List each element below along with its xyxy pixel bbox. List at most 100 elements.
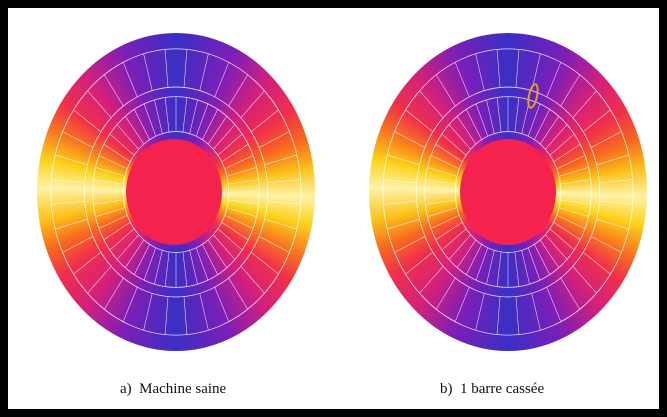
- mesh-line: [436, 222, 462, 239]
- mesh-line: [99, 215, 127, 228]
- mesh-line: [449, 125, 471, 150]
- mesh-line: [165, 297, 168, 335]
- mesh-line: [497, 252, 501, 287]
- mesh-overlay: [8, 8, 659, 409]
- mesh-line: [597, 155, 629, 165]
- mesh-line: [573, 91, 597, 118]
- caption: b) 1 barre cassée: [440, 381, 544, 398]
- mesh-line: [55, 155, 87, 165]
- mesh-line: [486, 250, 494, 284]
- mesh-line: [144, 293, 153, 330]
- mesh-line: [547, 287, 561, 322]
- mesh-line: [545, 125, 567, 150]
- mesh-line: [420, 91, 444, 118]
- mesh-line: [557, 215, 585, 228]
- mesh-line: [267, 201, 300, 204]
- mesh-line: [436, 278, 455, 309]
- mesh-line: [225, 215, 253, 228]
- mesh-line: [196, 248, 208, 280]
- mesh-line: [383, 201, 416, 204]
- mesh-line: [497, 97, 501, 132]
- mesh-line: [455, 62, 469, 97]
- mesh-line: [383, 180, 416, 183]
- mesh-line: [222, 222, 248, 239]
- mesh-line: [95, 208, 125, 217]
- mesh-line: [425, 200, 455, 205]
- mesh-line: [522, 250, 530, 284]
- mesh-line: [532, 293, 541, 330]
- mesh-line: [200, 54, 209, 91]
- mesh-line: [190, 100, 198, 134]
- mesh-line: [190, 250, 198, 284]
- mesh-line: [227, 208, 257, 217]
- mesh-line: [559, 167, 589, 176]
- mesh-line: [251, 252, 278, 274]
- mesh-line: [229, 278, 248, 309]
- mesh-line: [387, 219, 419, 229]
- mesh-line: [534, 109, 549, 139]
- mesh-line: [497, 49, 500, 87]
- mesh-line: [455, 287, 469, 322]
- mesh-line: [528, 104, 540, 136]
- mesh-line: [540, 116, 559, 144]
- mesh-ring: [123, 132, 229, 253]
- mesh-line: [110, 134, 134, 155]
- mesh-line: [51, 180, 84, 183]
- mesh-line: [117, 125, 139, 150]
- mesh-line: [442, 229, 466, 250]
- mesh-line: [466, 109, 481, 139]
- mesh-line: [63, 132, 93, 148]
- mesh-line: [88, 91, 112, 118]
- mesh-line: [134, 244, 149, 274]
- mesh-line: [515, 97, 519, 132]
- mesh-line: [218, 134, 242, 155]
- mesh-line: [591, 132, 621, 148]
- mesh-line: [218, 229, 242, 250]
- mesh-line: [215, 287, 229, 322]
- mesh-line: [265, 219, 297, 229]
- mesh-line: [554, 144, 580, 161]
- mesh-line: [154, 250, 162, 284]
- mesh-line: [395, 236, 425, 252]
- mesh-line: [95, 167, 125, 176]
- mesh-line: [184, 49, 187, 87]
- mesh-line: [427, 167, 457, 176]
- mesh-line: [104, 278, 123, 309]
- mesh-line: [557, 155, 585, 168]
- mesh-line: [528, 248, 540, 280]
- mesh-line: [63, 236, 93, 252]
- mesh-line: [259, 132, 289, 148]
- caption: a) Machine saine: [120, 381, 226, 398]
- mesh-line: [476, 54, 485, 91]
- mesh-line: [545, 235, 567, 260]
- mesh-line: [241, 266, 265, 293]
- mesh-line: [559, 208, 589, 217]
- mesh-line: [213, 235, 235, 260]
- mesh-line: [597, 219, 629, 229]
- mesh-line: [560, 180, 590, 185]
- mesh-line: [208, 116, 227, 144]
- mesh-line: [228, 200, 258, 205]
- mesh-line: [154, 100, 162, 134]
- mesh-line: [123, 62, 137, 97]
- mesh-line: [213, 125, 235, 150]
- broken-bar: [527, 83, 540, 108]
- mesh-line: [406, 110, 433, 132]
- mesh-line: [436, 144, 462, 161]
- mesh-line: [196, 104, 208, 136]
- mesh-line: [251, 110, 278, 132]
- mesh-line: [165, 97, 169, 132]
- mesh-line: [573, 266, 597, 293]
- mesh-line: [200, 293, 209, 330]
- mesh-line: [466, 244, 481, 274]
- mesh-line: [540, 240, 559, 268]
- mesh-line: [442, 134, 466, 155]
- mesh-line: [550, 229, 574, 250]
- mesh-line: [125, 240, 144, 268]
- mesh-line: [591, 236, 621, 252]
- mesh-line: [497, 297, 500, 335]
- mesh-line: [74, 252, 101, 274]
- mesh-line: [599, 201, 632, 204]
- mesh-line: [583, 252, 610, 274]
- mesh-line: [583, 110, 610, 132]
